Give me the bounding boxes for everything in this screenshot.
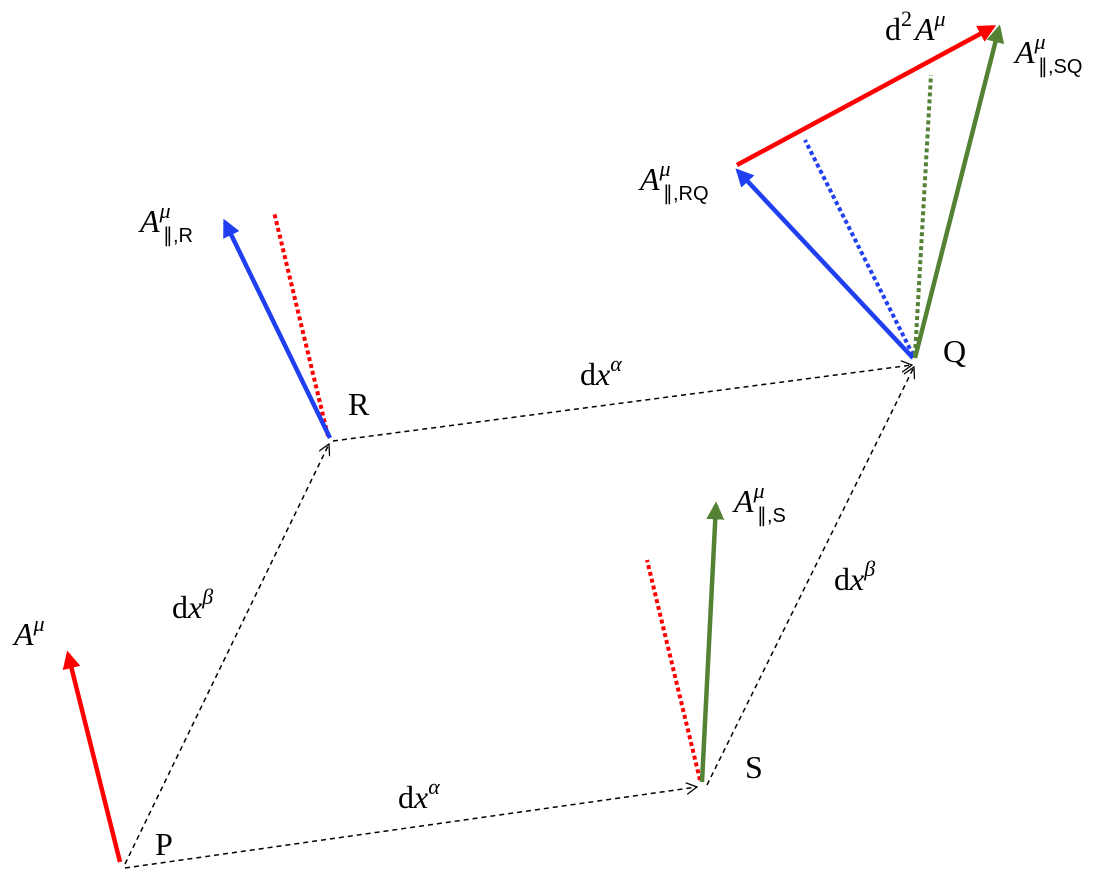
displacement-label: dxα xyxy=(580,351,622,392)
label-var: A xyxy=(913,11,935,47)
label-var: x xyxy=(187,589,202,625)
label-sup: β xyxy=(201,584,213,609)
displacement-label: dxβ xyxy=(172,584,213,625)
label-var: A xyxy=(12,616,34,652)
label-var: x xyxy=(595,356,610,392)
point-label: P xyxy=(155,826,173,862)
vector-p xyxy=(62,650,123,863)
vector-label: Aμ ∥,SQ xyxy=(1013,29,1082,78)
label-sup: α xyxy=(610,351,622,376)
label-sup: μ xyxy=(159,198,171,223)
label-sup: 2 xyxy=(901,6,912,31)
vector-r xyxy=(222,218,333,439)
path-ps xyxy=(124,787,697,869)
vector-label: Aμ ∥,S xyxy=(732,478,786,527)
label-sup: μ xyxy=(659,156,671,181)
reference-sq xyxy=(913,74,933,356)
label-d: d xyxy=(834,561,850,597)
vector-rq xyxy=(735,168,915,360)
displacement-label: dxβ xyxy=(834,556,875,597)
label-d: d xyxy=(398,779,414,815)
path-pr xyxy=(124,444,329,865)
vector-label: Aμ xyxy=(12,611,45,652)
label-d: d xyxy=(172,589,188,625)
vector-s xyxy=(699,501,725,783)
label-d: d xyxy=(885,11,901,47)
point-label: S xyxy=(745,749,763,785)
label-sub: ∥,S xyxy=(757,505,786,527)
reference-rq xyxy=(803,139,915,356)
label-sup: μ xyxy=(1034,29,1046,54)
path-sq xyxy=(706,367,914,786)
label-var: A xyxy=(638,161,660,197)
label-sup: β xyxy=(863,556,875,581)
label-var: A xyxy=(138,203,160,239)
label-sup: μ xyxy=(934,6,946,31)
reference-s xyxy=(645,559,702,781)
label-sup: μ xyxy=(33,611,45,636)
label-d: d xyxy=(580,356,596,392)
label-sup: μ xyxy=(753,478,765,503)
label-var: A xyxy=(732,483,754,519)
path-rq xyxy=(332,365,912,442)
label-sub: ∥,SQ xyxy=(1038,56,1082,78)
point-label: Q xyxy=(943,333,966,369)
label-var: A xyxy=(1013,34,1035,70)
label-sup: α xyxy=(428,774,440,799)
label-var: x xyxy=(413,779,428,815)
label-sub: ∥,R xyxy=(163,225,193,247)
vector-label: Aμ ∥,R xyxy=(138,198,193,247)
label-var: x xyxy=(849,561,864,597)
reference-r xyxy=(272,211,330,437)
vector-sq xyxy=(912,24,1005,359)
label-sub: ∥,RQ xyxy=(663,183,709,205)
vector-label: Aμ ∥,RQ xyxy=(638,156,709,205)
point-label: R xyxy=(348,386,370,422)
difference-label: d2Aμ xyxy=(885,6,946,47)
vector-difference xyxy=(735,25,997,167)
displacement-label: dxα xyxy=(398,774,440,815)
